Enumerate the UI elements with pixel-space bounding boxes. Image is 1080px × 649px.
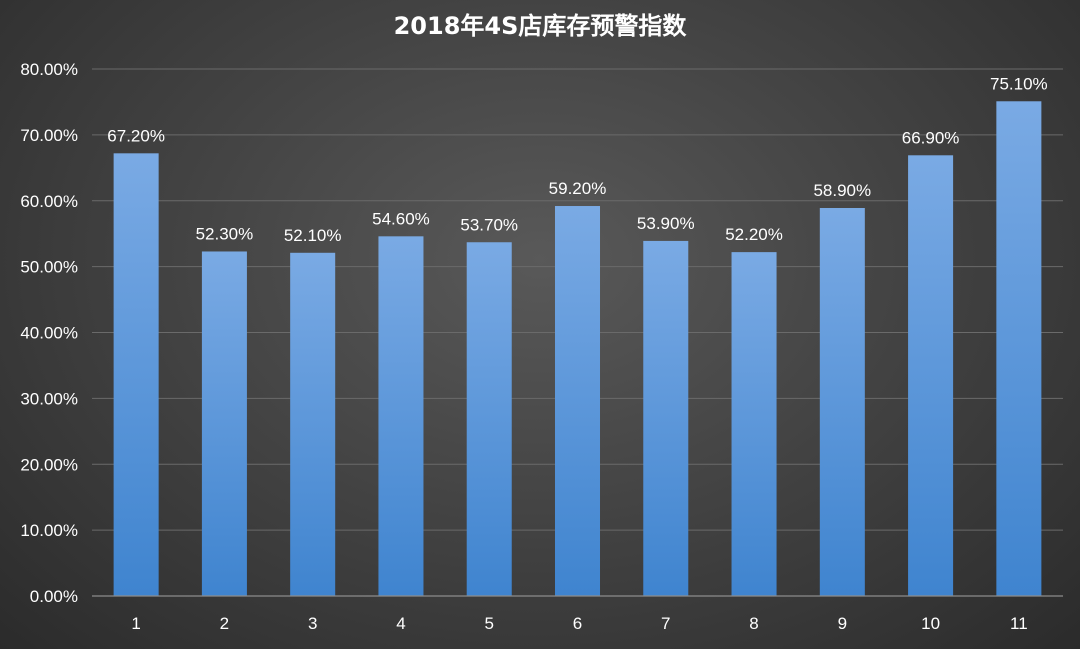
x-tick-label: 2 [220,614,229,633]
y-tick-label: 70.00% [20,126,78,145]
x-tick-label: 7 [661,614,670,633]
data-label: 75.10% [990,74,1048,93]
y-tick-label: 50.00% [20,258,78,277]
bar [908,155,954,596]
y-tick-label: 0.00% [30,587,78,606]
bar [290,252,336,596]
bar [554,206,601,596]
y-axis: 0.00% 10.00% 20.00% 30.00% 40.00% 50.00% 60.00… [20,60,78,606]
bar [643,240,689,596]
bar [996,101,1042,596]
data-label: 53.90% [637,214,695,233]
y-tick-label: 30.00% [20,389,78,408]
x-tick-label: 4 [396,614,405,633]
bar [378,236,424,596]
x-tick-label: 10 [921,614,940,633]
y-tick-label: 20.00% [20,455,78,474]
y-tick-label: 40.00% [20,324,78,343]
y-tick-label: 60.00% [20,192,78,211]
chart-title: 2018年4S店库存预警指数 [393,12,687,40]
bar [466,242,512,596]
x-tick-label: 5 [484,614,493,633]
x-tick-label: 8 [749,614,758,633]
data-label: 67.20% [107,126,165,145]
bar [731,252,777,596]
data-label: 53.70% [460,215,518,234]
x-tick-label: 6 [573,614,582,633]
data-labels: 67.20% 52.30% 52.10% 54.60% 53.70% 59.20% 53.9… [107,74,1047,245]
data-label: 52.10% [284,226,342,245]
y-tick-label: 80.00% [20,60,78,79]
bars [113,101,1042,596]
y-tick-label: 10.00% [20,521,78,540]
bar [113,153,159,596]
x-tick-label: 9 [838,614,847,633]
x-tick-label: 3 [308,614,317,633]
data-label: 52.30% [196,224,254,243]
bar [819,207,865,596]
x-tick-label: 1 [131,614,140,633]
x-axis: 1 2 3 4 5 6 7 8 9 10 11 [92,595,1063,633]
data-label: 54.60% [372,209,430,228]
bar [201,251,247,596]
data-label: 66.90% [902,128,960,147]
data-label: 52.20% [725,225,783,244]
x-tick-label: 11 [1010,614,1028,633]
data-label: 58.90% [813,181,871,200]
data-label: 59.20% [549,179,607,198]
